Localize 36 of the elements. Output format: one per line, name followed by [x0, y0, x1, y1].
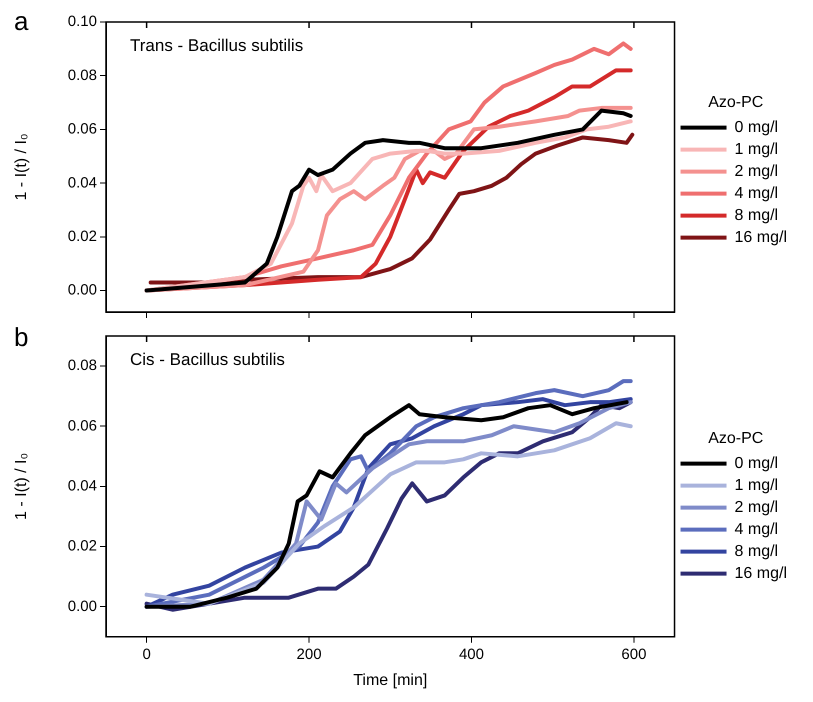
- x-tick-label: 200: [296, 646, 322, 663]
- text: Cis - Bacillus subtilis: [130, 350, 285, 370]
- x-tick-label: 0: [142, 646, 151, 663]
- legend-title: Azo-PC: [708, 94, 764, 111]
- y-tick-label: 0.08: [68, 66, 97, 84]
- text: b: [14, 322, 28, 352]
- legend-label: 0 mg/l: [734, 455, 778, 472]
- text: a: [14, 6, 29, 36]
- legend-title: Azo-PC: [708, 430, 764, 447]
- y-tick-label: 0.06: [68, 417, 97, 434]
- legend-label: 0 mg/l: [734, 119, 778, 136]
- y-tick-label: 0.00: [68, 598, 97, 615]
- x-axis-title: Time [min]: [353, 672, 428, 689]
- legend-label: 8 mg/l: [734, 207, 778, 224]
- legend-label: 1 mg/l: [734, 141, 778, 158]
- legend-label: 4 mg/l: [734, 185, 778, 202]
- y-tick-label: 0.06: [68, 120, 97, 138]
- y-tick-label: 0.04: [68, 174, 97, 192]
- legend-label: 2 mg/l: [734, 163, 778, 180]
- x-tick-label: 600: [621, 646, 646, 663]
- y-axis-title: 1 - I(t) / I₀: [13, 133, 30, 201]
- legend-label: 2 mg/l: [734, 499, 778, 516]
- y-tick-label: 0.04: [68, 478, 97, 495]
- y-tick-label: 0.02: [68, 538, 97, 555]
- legend-label: 1 mg/l: [734, 477, 778, 494]
- text: Trans - Bacillus subtilis: [130, 36, 304, 56]
- y-tick-label: 0.00: [68, 282, 97, 299]
- legend-label: 16 mg/l: [734, 565, 787, 582]
- y-tick-label: 0.02: [68, 228, 97, 245]
- legend-label: 4 mg/l: [734, 521, 778, 538]
- x-tick-label: 400: [458, 646, 484, 663]
- legend-label: 16 mg/l: [734, 229, 787, 246]
- legend-label: 8 mg/l: [734, 543, 778, 560]
- y-tick-label: 0.08: [68, 357, 97, 374]
- y-axis-title: 1 - I(t) / I₀: [13, 452, 30, 520]
- y-tick-label: 0.10: [68, 13, 97, 30]
